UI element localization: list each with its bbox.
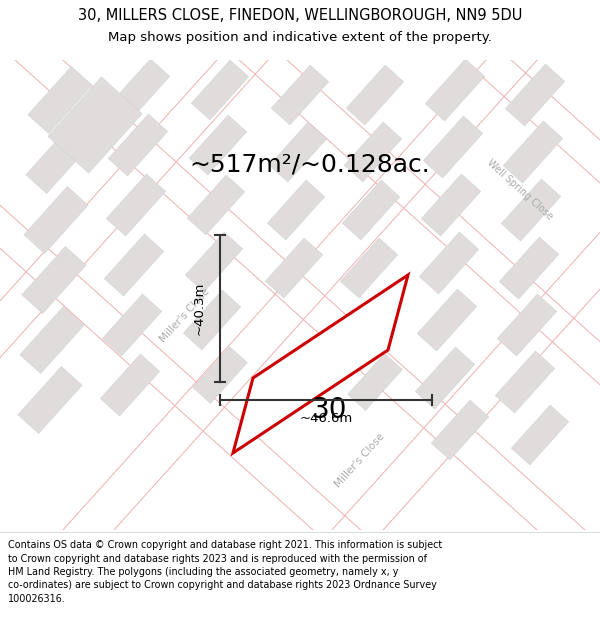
Polygon shape [18,366,82,434]
Polygon shape [347,354,403,411]
Polygon shape [511,405,569,465]
Text: Map shows position and indicative extent of the property.: Map shows position and indicative extent… [108,31,492,44]
Text: ~517m²/~0.128ac.: ~517m²/~0.128ac. [190,153,430,177]
Polygon shape [110,59,170,121]
Polygon shape [501,179,561,241]
Polygon shape [193,346,247,404]
Polygon shape [233,275,408,453]
Polygon shape [272,354,328,411]
Polygon shape [495,351,555,413]
Polygon shape [338,295,395,355]
Polygon shape [104,234,164,296]
Text: HM Land Registry. The polygons (including the associated geometry, namely x, y: HM Land Registry. The polygons (includin… [8,567,398,577]
Text: co-ordinates) are subject to Crown copyright and database rights 2023 Ordnance S: co-ordinates) are subject to Crown copyr… [8,581,437,591]
Polygon shape [423,116,483,178]
Polygon shape [417,289,477,351]
Polygon shape [503,121,563,183]
Polygon shape [28,66,92,134]
Text: Miller's Close: Miller's Close [158,286,212,344]
Polygon shape [184,290,241,350]
Text: to Crown copyright and database rights 2023 and is reproduced with the permissio: to Crown copyright and database rights 2… [8,554,427,564]
Polygon shape [22,246,86,314]
Polygon shape [20,306,84,374]
Polygon shape [499,237,559,299]
Text: Well Spring Close: Well Spring Close [485,158,555,222]
Polygon shape [265,238,323,298]
Polygon shape [415,347,475,409]
Polygon shape [26,126,90,194]
Polygon shape [346,65,404,125]
Polygon shape [344,122,401,182]
Text: 100026316.: 100026316. [8,594,66,604]
Polygon shape [497,294,557,356]
Polygon shape [421,174,481,236]
Polygon shape [343,180,400,240]
Polygon shape [106,174,166,236]
Polygon shape [271,65,329,125]
Text: Contains OS data © Crown copyright and database right 2021. This information is : Contains OS data © Crown copyright and d… [8,540,442,550]
Polygon shape [269,122,326,182]
Polygon shape [191,60,248,120]
Polygon shape [108,114,168,176]
Polygon shape [431,400,488,460]
Polygon shape [24,186,88,254]
Polygon shape [425,59,485,121]
Polygon shape [102,294,162,356]
Text: ~46.6m: ~46.6m [299,412,353,425]
Polygon shape [48,77,142,173]
Polygon shape [505,64,565,126]
Polygon shape [100,354,160,416]
Text: 30: 30 [312,396,348,424]
Text: 30, MILLERS CLOSE, FINEDON, WELLINGBOROUGH, NN9 5DU: 30, MILLERS CLOSE, FINEDON, WELLINGBOROU… [78,9,522,24]
Polygon shape [268,180,325,240]
Polygon shape [187,175,245,235]
Polygon shape [340,238,398,298]
Polygon shape [419,232,479,294]
Text: ~40.3m: ~40.3m [193,282,206,335]
Text: Miller's Close: Miller's Close [333,431,387,489]
Polygon shape [185,232,242,292]
Polygon shape [190,115,247,175]
